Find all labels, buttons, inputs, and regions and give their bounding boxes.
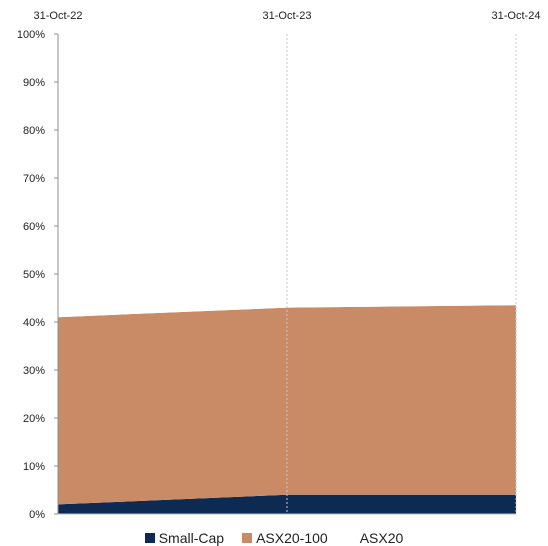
legend-label-small-cap: Small-Cap (158, 530, 225, 546)
y-tick-label: 70% (23, 173, 45, 185)
x-tick-label: 31-Oct-24 (492, 10, 541, 22)
gridlines (286, 34, 517, 514)
y-tick-label: 30% (23, 365, 45, 377)
area-asx20-100 (58, 305, 516, 505)
legend-swatch-asx20-100 (242, 533, 253, 543)
legend-swatch-asx20 (345, 533, 356, 543)
y-tick-label: 90% (23, 77, 45, 89)
legend-label-asx20: ASX20 (359, 530, 404, 546)
y-axis-ticks: 0% 10% 20% 30% 40% 50% 60% 70% 80% 90% 100% (17, 29, 58, 521)
area-small-cap (58, 494, 516, 514)
y-tick-label: 40% (23, 317, 45, 329)
y-tick-label: 10% (23, 461, 45, 473)
legend-item-asx20-100: ASX20-100 (242, 530, 328, 546)
x-axis-ticks: 31-Oct-22 31-Oct-23 31-Oct-24 (34, 10, 541, 22)
legend-item-small-cap: Small-Cap (144, 530, 225, 546)
legend-item-asx20: ASX20 (345, 530, 404, 546)
x-tick-label: 31-Oct-22 (34, 10, 83, 22)
legend-label-asx20-100: ASX20-100 (256, 530, 328, 546)
y-tick-label: 20% (23, 413, 45, 425)
y-tick-label: 100% (17, 29, 45, 41)
y-tick-label: 50% (23, 269, 45, 281)
y-tick-label: 0% (29, 509, 45, 521)
legend: Small-Cap ASX20-100 ASX20 (0, 530, 548, 546)
x-tick-label: 31-Oct-23 (263, 10, 312, 22)
legend-swatch-small-cap (144, 533, 155, 543)
y-tick-label: 80% (23, 125, 45, 137)
y-tick-label: 60% (23, 221, 45, 233)
